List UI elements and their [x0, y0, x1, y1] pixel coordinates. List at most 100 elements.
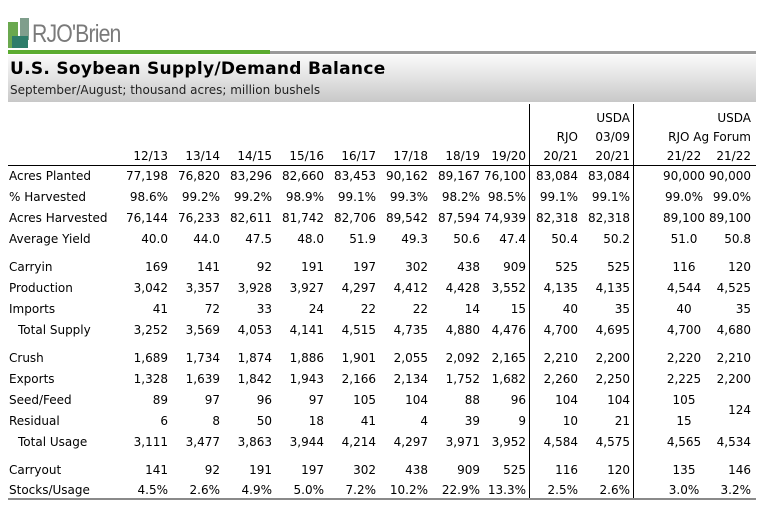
column-header: 14/15: [237, 149, 272, 163]
table-cell: 92: [256, 260, 272, 274]
table-cell: 3,944: [289, 435, 324, 449]
table-cell: 89: [152, 393, 168, 407]
table-cell: 96: [256, 393, 272, 407]
column-group-header: RJO Ag Forum: [668, 130, 751, 144]
table-cell: 2,225: [666, 372, 702, 386]
table-cell: 4,584: [543, 435, 578, 449]
table-cell: 4,214: [341, 435, 376, 449]
table-cell: 13.3%: [487, 483, 526, 497]
table-cell: 438: [457, 260, 480, 274]
table-cell: 3,952: [491, 435, 526, 449]
column-header: 15/16: [289, 149, 324, 163]
table-cell: 197: [301, 463, 324, 477]
table-cell: 2,210: [716, 351, 751, 365]
table-cell: 2,166: [341, 372, 376, 386]
table-cell: 41: [360, 414, 376, 428]
table-cell: 4,680: [716, 323, 751, 337]
table-cell: 116: [672, 260, 696, 274]
table-cell: 4,515: [341, 323, 376, 337]
table-cell: 97: [204, 393, 220, 407]
column-header: 20/21: [595, 149, 630, 163]
table-cell: 1,328: [133, 372, 168, 386]
table-cell: 2.5%: [547, 483, 579, 497]
table-cell: 1,874: [237, 351, 272, 365]
table-cell: 2,220: [666, 351, 702, 365]
table-cell: 3,042: [133, 281, 168, 295]
table-cell: 82,706: [334, 211, 376, 225]
table-cell: 1,689: [133, 351, 168, 365]
table-cell: 22.9%: [441, 483, 480, 497]
table-cell: 50.4: [551, 232, 578, 246]
table-cell: 10: [562, 414, 578, 428]
table-cell: 89,167: [438, 169, 480, 183]
table-cell: 1,842: [237, 372, 272, 386]
table-cell: 98.9%: [285, 190, 324, 204]
table-cell: 105: [672, 393, 696, 407]
row-label: Production: [9, 281, 73, 295]
table-cell: 50.6: [453, 232, 480, 246]
table-cell: 4: [420, 414, 428, 428]
table-cell: 47.5: [245, 232, 272, 246]
table-cell: 3,928: [237, 281, 272, 295]
table-cell: 83,084: [536, 169, 578, 183]
table-cell: 4,525: [716, 281, 751, 295]
table-cell: 9: [518, 414, 526, 428]
table-cell: 120: [607, 463, 630, 477]
table-cell: 50.8: [724, 232, 751, 246]
table-cell: 4,135: [543, 281, 578, 295]
table-cell: 2.6%: [599, 483, 631, 497]
table-cell: 99.0%: [712, 190, 751, 204]
table-cell: 83,084: [588, 169, 630, 183]
table-cell: 4,053: [237, 323, 272, 337]
table-cell: 35: [614, 302, 630, 316]
row-label: Seed/Feed: [9, 393, 72, 407]
table-cell: 1,901: [341, 351, 376, 365]
column-header: 03/09: [595, 130, 630, 144]
table-cell: 89,542: [386, 211, 428, 225]
table-cell: 4,700: [543, 323, 578, 337]
table-cell: 77,198: [126, 169, 168, 183]
table-cell: 191: [301, 260, 324, 274]
table-cell: 4.9%: [241, 483, 273, 497]
table-cell: 141: [145, 463, 168, 477]
table-cell: 7.2%: [345, 483, 377, 497]
table-cell: 2,260: [543, 372, 578, 386]
table-cell: 76,820: [178, 169, 220, 183]
table-cell: 4,412: [393, 281, 428, 295]
table-cell: 74,939: [484, 211, 526, 225]
table-cell: 2,200: [716, 372, 751, 386]
table-cell: 169: [145, 260, 168, 274]
table-cell: 49.3: [401, 232, 428, 246]
table-cell: 104: [405, 393, 428, 407]
table-cell: 2,210: [543, 351, 578, 365]
table-cell: 438: [405, 463, 428, 477]
table-cell: 1,943: [289, 372, 324, 386]
table-cell: 525: [503, 463, 526, 477]
table-cell: 3,927: [289, 281, 324, 295]
table-cell: 90,000: [663, 169, 705, 183]
table-cell: 39: [464, 414, 480, 428]
merged-cell: 124: [728, 403, 751, 417]
table-cell: 90,000: [709, 169, 751, 183]
column-header: 16/17: [341, 149, 376, 163]
table-cell: 3,111: [133, 435, 168, 449]
table-cell: 4,297: [393, 435, 428, 449]
table-cell: 104: [607, 393, 630, 407]
table-cell: 98.2%: [441, 190, 480, 204]
table-cell: 89,100: [663, 211, 705, 225]
table-cell: 909: [457, 463, 480, 477]
table-cell: 4,565: [666, 435, 702, 449]
table-cell: 40: [562, 302, 578, 316]
table-cell: 4,428: [445, 281, 480, 295]
column-header: 12/13: [133, 149, 168, 163]
table-cell: 120: [728, 260, 751, 274]
table-cell: 22: [360, 302, 376, 316]
table-cell: 10.2%: [389, 483, 428, 497]
column-header: 13/14: [185, 149, 220, 163]
row-label: Acres Planted: [9, 169, 91, 183]
table-cell: 4.5%: [137, 483, 169, 497]
table-cell: 146: [728, 463, 751, 477]
table-cell: 3,357: [185, 281, 220, 295]
table-cell: 3,971: [445, 435, 480, 449]
row-label: % Harvested: [9, 190, 86, 204]
